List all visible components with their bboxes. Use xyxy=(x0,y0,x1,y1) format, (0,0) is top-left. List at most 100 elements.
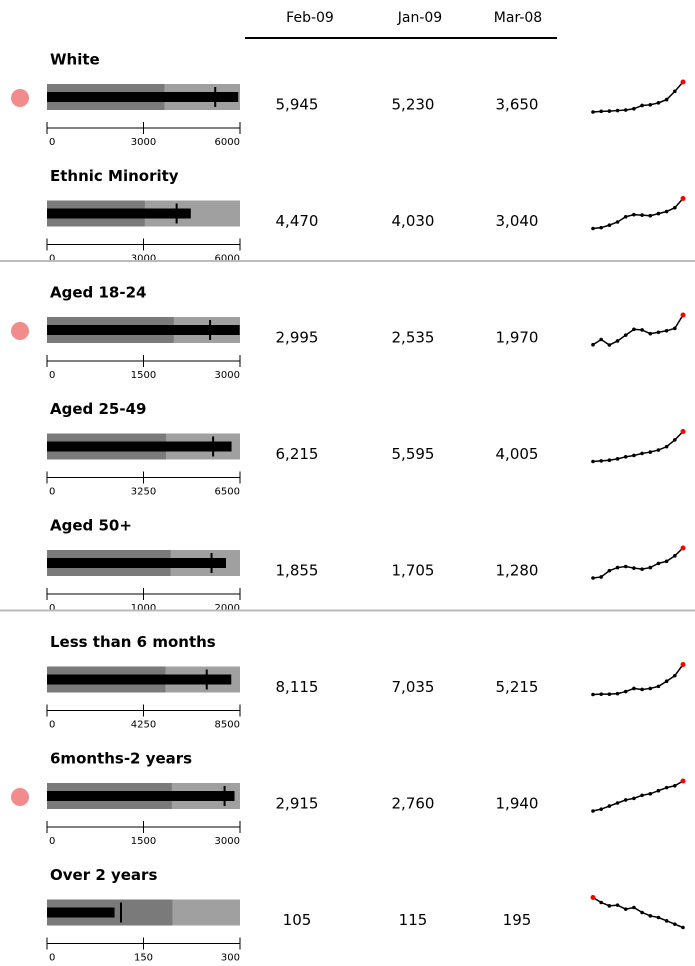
sparkline-point xyxy=(591,809,595,813)
sparkline-point xyxy=(664,919,669,923)
sparkline-point xyxy=(640,910,644,915)
sparkline-point xyxy=(664,559,669,564)
sparkline-point xyxy=(599,337,603,342)
sparkline-point xyxy=(591,110,595,114)
bullet-bar xyxy=(47,92,239,102)
tick-label: 1000 xyxy=(131,603,156,614)
tick-label: 300 xyxy=(221,953,240,964)
sparkline-point xyxy=(632,905,636,910)
sparkline-point xyxy=(673,326,677,331)
tick-label: 150 xyxy=(134,953,153,964)
sparkline xyxy=(592,198,684,230)
tick-label: 6000 xyxy=(215,254,240,265)
sparkline-point xyxy=(623,108,628,112)
sparkline xyxy=(592,896,684,929)
tick-label: 3250 xyxy=(131,487,156,498)
sparkline-point xyxy=(648,213,653,218)
tick-label: 3000 xyxy=(131,137,156,148)
sparkline-point xyxy=(664,97,669,102)
sparkline-point xyxy=(632,566,636,570)
sparkline-point xyxy=(623,564,628,569)
row-label: Aged 18-24 xyxy=(50,284,146,302)
tick-label: 3000 xyxy=(131,254,156,265)
sparkline-point xyxy=(640,103,644,108)
sparkline-point xyxy=(656,330,661,335)
bullet-bar xyxy=(47,325,240,335)
sparkline-point xyxy=(648,450,653,454)
value-cell: 7,035 xyxy=(392,678,435,696)
value-cell: 4,030 xyxy=(392,212,435,230)
sparkline-point xyxy=(591,692,595,697)
row-label: Over 2 years xyxy=(50,866,157,884)
bullet-bar xyxy=(47,791,235,801)
sparkline-point xyxy=(632,327,636,332)
sparkline-point xyxy=(591,342,595,347)
bullet-bar xyxy=(47,208,191,219)
sparkline xyxy=(592,664,684,696)
alert-dot xyxy=(11,788,29,806)
sparkline-point xyxy=(632,212,636,217)
sparkline-point xyxy=(648,791,653,796)
column-header: Jan-09 xyxy=(397,10,442,26)
sparkline-point xyxy=(632,796,636,801)
tick-label: 4250 xyxy=(131,720,156,731)
value-cell: 1,970 xyxy=(496,329,539,347)
sparkline-point xyxy=(599,459,603,463)
tick-label: 3000 xyxy=(215,836,240,847)
sparkline-point xyxy=(599,109,603,114)
sparkline-point xyxy=(607,223,612,227)
tick-label: 1500 xyxy=(131,370,156,381)
tick-label: 0 xyxy=(49,137,55,148)
sparkline-point xyxy=(648,686,653,691)
value-cell: 2,535 xyxy=(392,329,435,347)
sparkline-point xyxy=(664,444,669,449)
sparkline-point xyxy=(615,903,620,907)
value-cell: 1,705 xyxy=(392,562,435,580)
tick-label: 6500 xyxy=(215,487,240,498)
row-label: Ethnic Minority xyxy=(50,167,179,185)
tick-label: 0 xyxy=(49,487,55,498)
value-cell: 4,470 xyxy=(276,212,319,230)
sparkline xyxy=(592,81,684,113)
sparkline-point xyxy=(623,333,628,337)
column-header: Feb-09 xyxy=(286,10,334,26)
value-cell: 3,040 xyxy=(496,212,539,230)
sparkline-point xyxy=(648,565,653,570)
sparkline-point xyxy=(664,785,669,790)
sparkline-point xyxy=(615,339,620,343)
tick-label: 0 xyxy=(49,836,55,847)
sparkline-point xyxy=(664,209,669,214)
row-label: Less than 6 months xyxy=(50,633,216,651)
value-cell: 5,945 xyxy=(276,96,319,114)
sparkline-point xyxy=(656,448,661,452)
value-cell: 5,215 xyxy=(496,678,539,696)
value-cell: 5,595 xyxy=(392,445,435,463)
sparkline-point xyxy=(640,451,644,456)
sparkline-point xyxy=(591,226,595,231)
value-cell: 195 xyxy=(503,911,532,929)
sparkline xyxy=(592,430,684,463)
sparkline-point xyxy=(607,109,612,113)
sparkline-point xyxy=(673,922,677,926)
sparkline-point xyxy=(640,793,644,798)
sparkline-point xyxy=(680,429,686,434)
sparkline-point xyxy=(599,807,603,811)
sparkline-point xyxy=(591,576,595,580)
sparkline-point xyxy=(648,103,653,107)
value-cell: 4,005 xyxy=(496,445,539,463)
sparkline-point xyxy=(607,568,612,573)
sparkline-point xyxy=(680,312,686,318)
tick-label: 8500 xyxy=(215,720,240,731)
sparkline-point xyxy=(590,895,596,900)
sparkline-point xyxy=(656,561,661,566)
row-label: Aged 25-49 xyxy=(50,400,146,418)
value-cell: 6,215 xyxy=(276,445,319,463)
sparkline-point xyxy=(623,214,628,219)
sparkline-point xyxy=(607,692,612,696)
sparkline-point xyxy=(615,801,620,805)
sparkline-point xyxy=(640,213,644,217)
sparkline-point xyxy=(680,778,686,784)
value-cell: 3,650 xyxy=(496,96,539,114)
